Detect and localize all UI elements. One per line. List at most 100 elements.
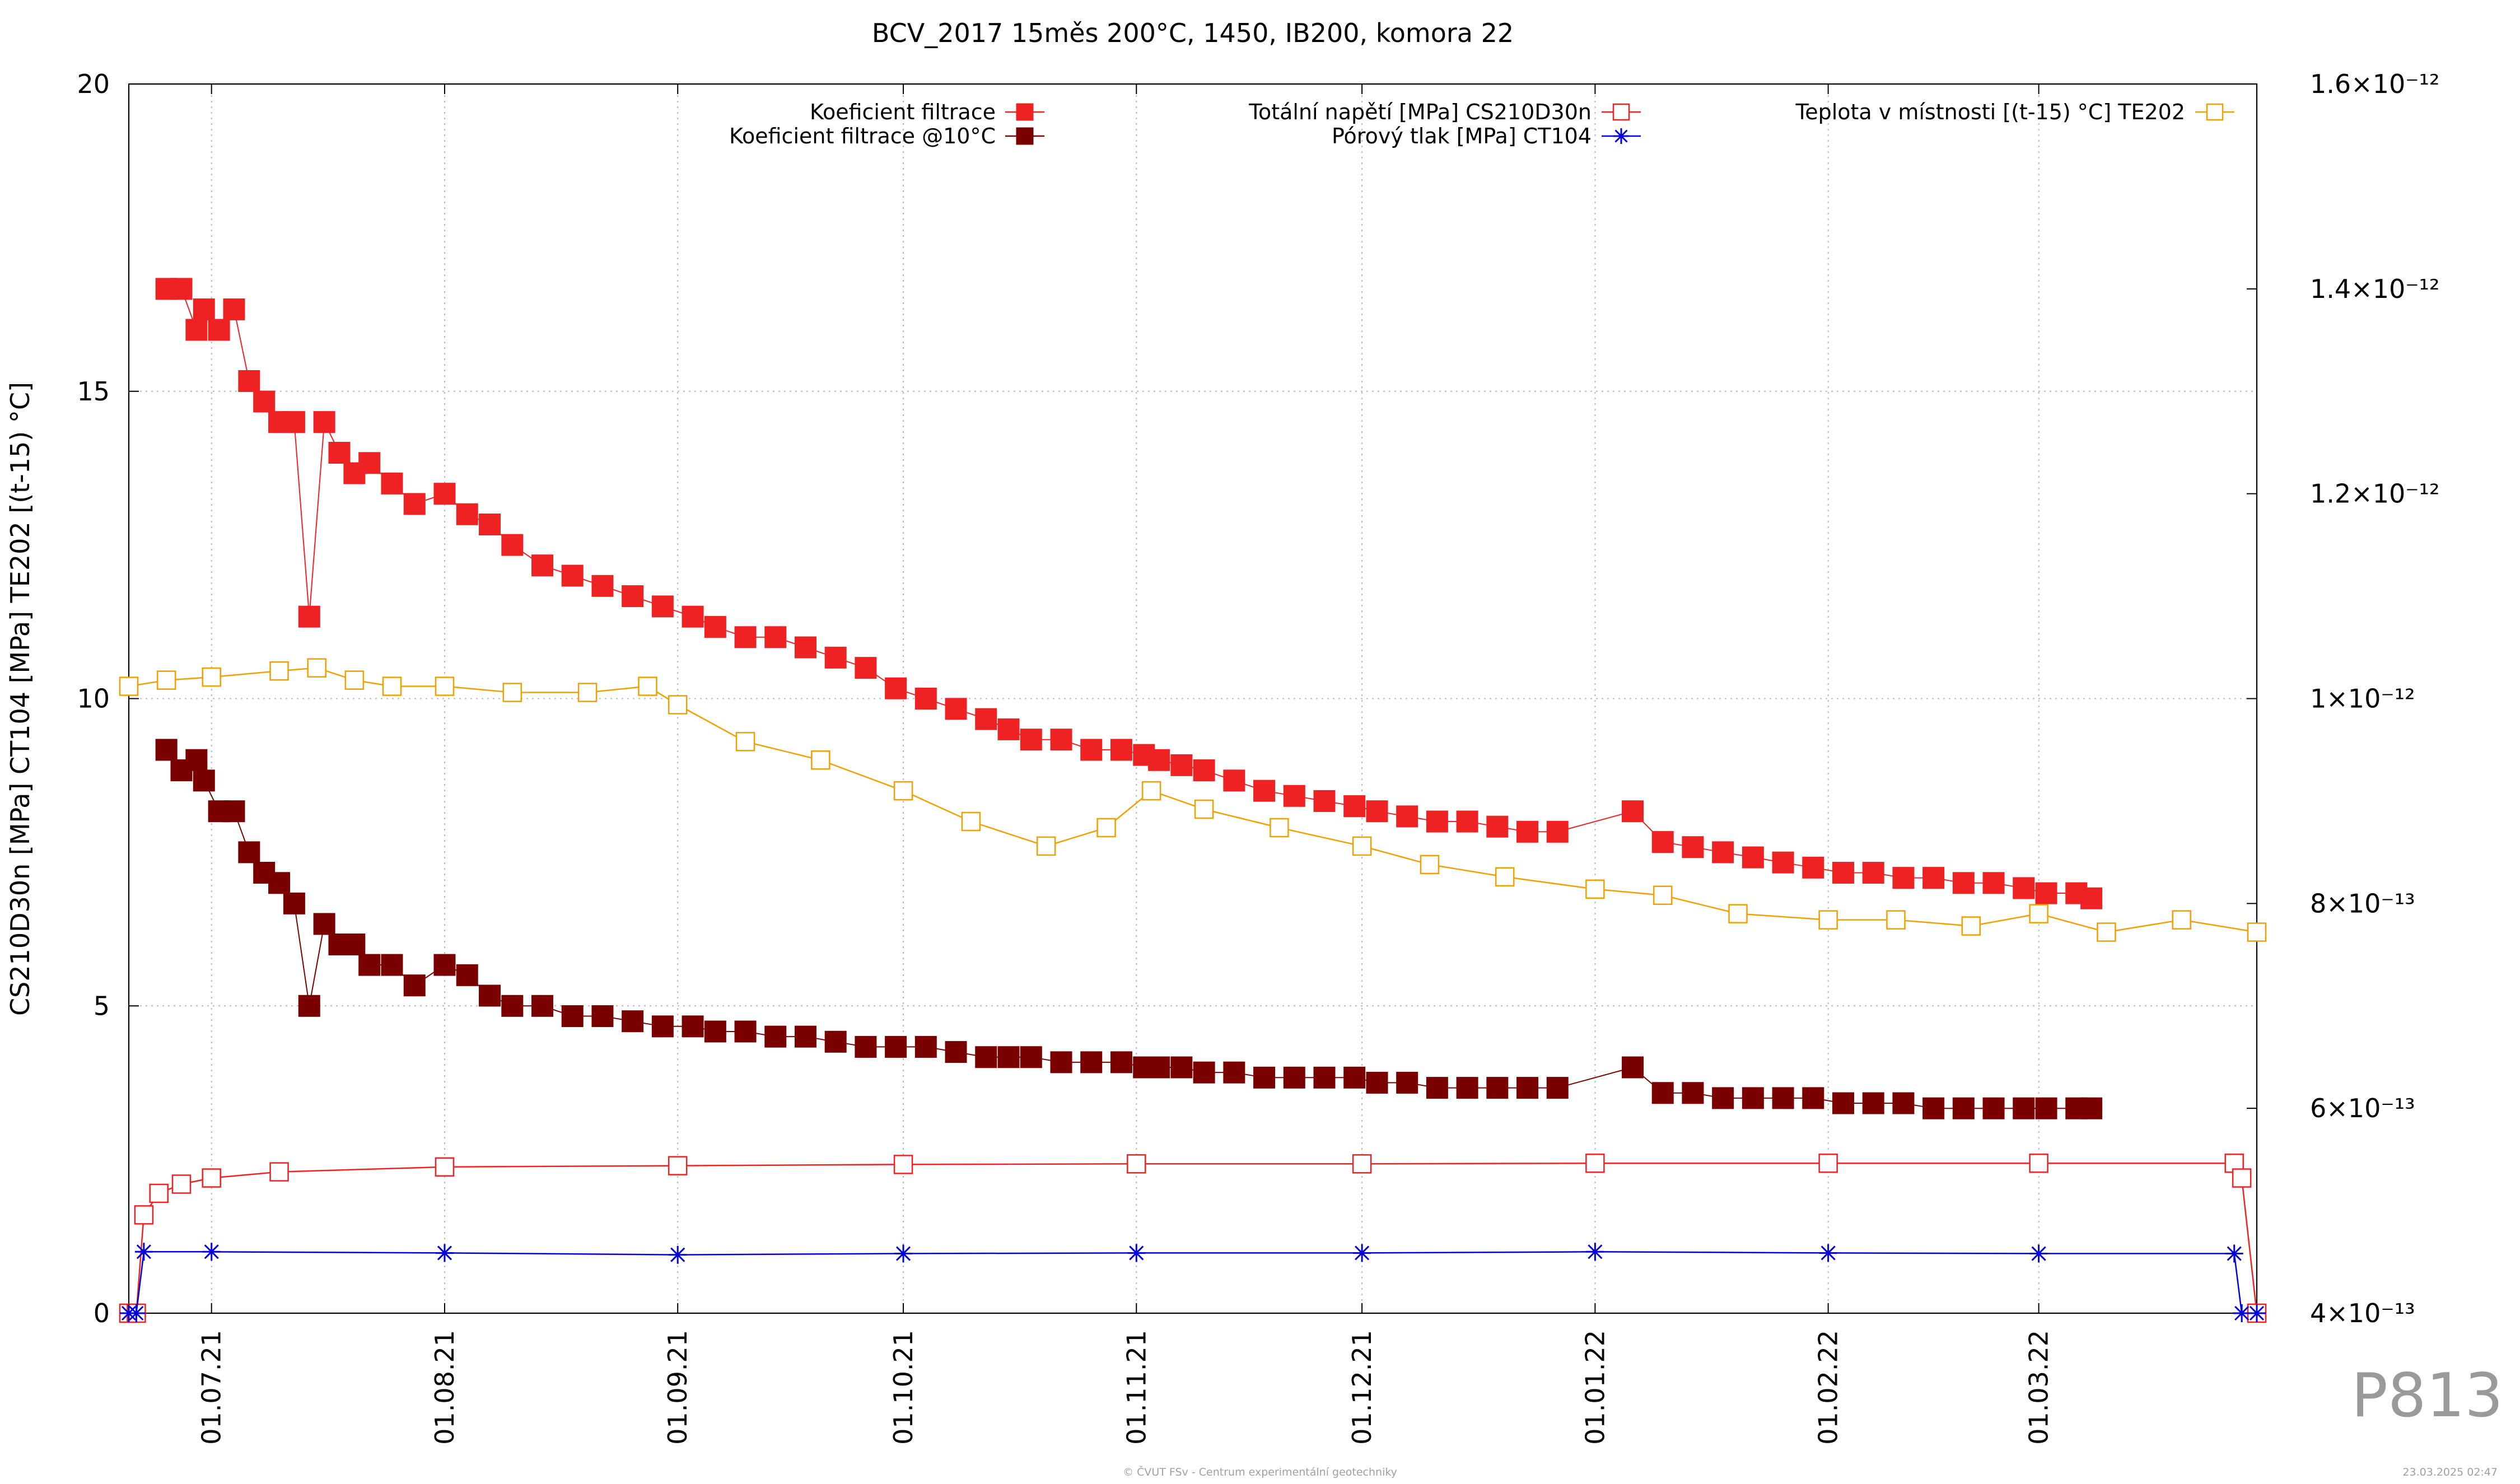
data-point [1622, 800, 1644, 823]
data-point [185, 749, 208, 771]
data-point [202, 1168, 221, 1188]
data-point [561, 1005, 584, 1028]
data-point [269, 661, 289, 681]
data-point [1141, 781, 1161, 801]
data-point [1982, 872, 2005, 894]
data-point [435, 676, 455, 696]
data-point [307, 658, 326, 678]
x-tick-label: 01.02.22 [1813, 1330, 1844, 1445]
data-point [1366, 1071, 1388, 1094]
series-2 [119, 1153, 2267, 1323]
data-point [403, 493, 426, 515]
data-point [1802, 1087, 1824, 1109]
y2-tick-label: 1.4×10⁻¹² [2310, 274, 2439, 304]
data-point [1682, 836, 1704, 858]
data-point [358, 954, 381, 976]
data-point [456, 503, 478, 525]
data-point [298, 605, 320, 628]
data-point [914, 688, 937, 710]
data-point [1396, 805, 1418, 828]
data-point [1456, 1077, 1478, 1099]
data-point [531, 995, 554, 1017]
data-point [1016, 127, 1034, 145]
data-point [1546, 1077, 1569, 1099]
data-point [253, 390, 276, 413]
data-point [2029, 904, 2048, 923]
series-1 [155, 739, 2103, 1119]
data-point [1651, 1082, 1674, 1104]
data-point [945, 698, 967, 720]
y2-tick-label: 1×10⁻¹² [2310, 684, 2415, 714]
data-point [1862, 1092, 1884, 1114]
data-point [824, 646, 847, 669]
data-point [2247, 922, 2267, 942]
data-point [170, 278, 193, 300]
data-point [1148, 1056, 1170, 1079]
data-point [764, 626, 787, 648]
data-point [1486, 1077, 1509, 1099]
series-4 [119, 658, 2267, 942]
data-point [1080, 1051, 1103, 1074]
data-point [193, 298, 215, 320]
data-point [2233, 1304, 2251, 1322]
chart-title: BCV_2017 15měs 200°C, 1450, IB200, komor… [872, 18, 1514, 48]
data-point [2232, 1168, 2252, 1188]
series-0 [155, 278, 2103, 909]
data-point [1050, 729, 1072, 751]
legend-label: Koeficient filtrace [810, 100, 996, 124]
data-point [344, 670, 365, 690]
legend-label: Pórový tlak [MPa] CT104 [1332, 124, 1592, 148]
y-tick-label: 20 [77, 69, 110, 99]
data-point [1096, 818, 1116, 838]
data-point [1772, 1087, 1794, 1109]
data-point [885, 677, 907, 699]
data-point [119, 676, 139, 696]
data-point [1982, 1097, 2005, 1119]
data-point [1366, 800, 1388, 823]
data-point [1832, 861, 1854, 884]
data-point [1343, 795, 1366, 818]
data-point [155, 739, 178, 761]
series-line [166, 288, 2092, 899]
data-point [1283, 1066, 1305, 1089]
data-point [1952, 1097, 1975, 1119]
data-point [193, 769, 215, 792]
x-tick-label: 01.10.21 [888, 1330, 918, 1445]
x-tick-label: 01.03.22 [2024, 1330, 2054, 1445]
data-point [975, 708, 997, 730]
data-point [591, 575, 614, 597]
x-tick-label: 01.11.21 [1121, 1330, 1151, 1445]
timestamp: 23.03.2025 02:47 [2402, 1466, 2498, 1478]
data-point [1253, 780, 1276, 802]
data-point [622, 585, 644, 608]
data-point [1283, 785, 1305, 807]
data-point [171, 1174, 192, 1194]
data-point [1050, 1051, 1072, 1074]
data-point [358, 452, 381, 474]
data-point [202, 667, 221, 687]
data-point [914, 1035, 937, 1058]
data-point [1682, 1082, 1704, 1104]
data-point [223, 800, 245, 823]
data-point [1270, 818, 1289, 838]
data-point [238, 370, 260, 392]
data-point [1961, 916, 1981, 936]
data-point [1456, 810, 1478, 833]
data-point [1862, 861, 1884, 884]
data-point [479, 514, 501, 536]
legend-label: Teplota v místnosti [(t-15) °C] TE202 [1795, 100, 2185, 124]
data-point [269, 1162, 289, 1182]
data-point [997, 718, 1020, 740]
data-point [682, 1015, 704, 1038]
data-point [734, 626, 757, 648]
x-tick-label: 01.09.21 [662, 1330, 693, 1445]
data-point [1313, 1066, 1336, 1089]
data-point [1352, 836, 1372, 856]
data-point [668, 1156, 688, 1175]
data-point [456, 964, 478, 986]
data-point [2013, 1097, 2035, 1119]
data-point [651, 1015, 674, 1038]
data-point [1922, 867, 1945, 889]
series-layer [119, 278, 2267, 1323]
data-point [735, 732, 755, 752]
